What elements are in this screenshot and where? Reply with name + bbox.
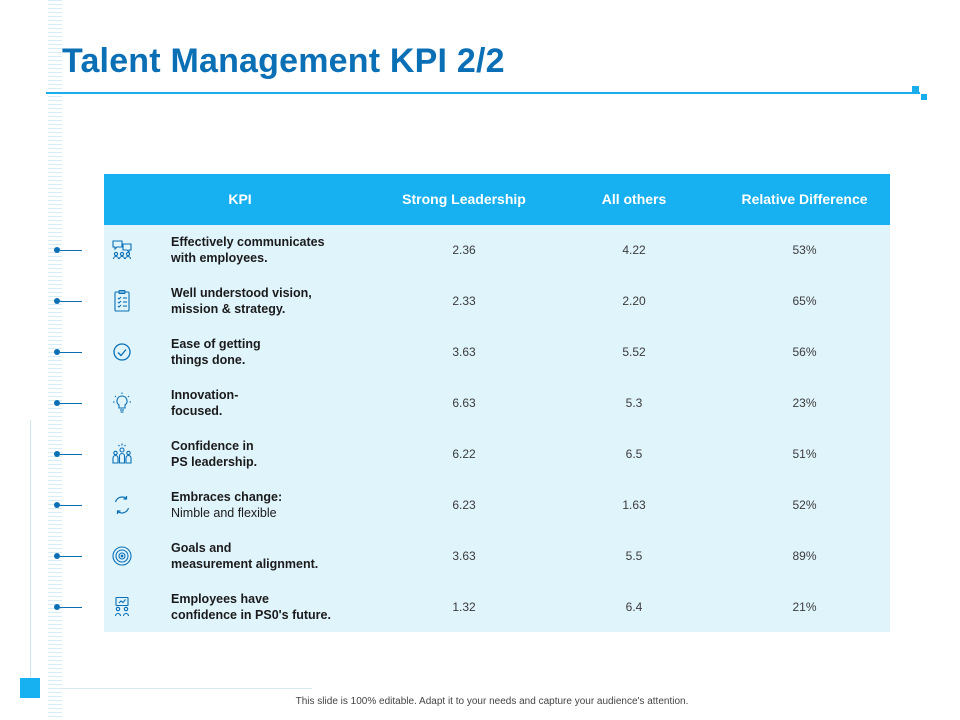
all-others-value: 2.20 <box>622 294 646 308</box>
ruler-decoration <box>48 0 62 720</box>
all-others-value: 5.5 <box>625 549 643 563</box>
table-row: Goals and measurement alignment. 3.63 5.5… <box>104 531 890 582</box>
strong-leadership-value: 3.63 <box>452 549 476 563</box>
footer-note: This slide is 100% editable. Adapt it to… <box>295 696 689 707</box>
relative-difference-value: 21% <box>792 600 817 614</box>
row-marker <box>54 552 82 560</box>
kpi-table: KPI Strong Leadership All others Relativ… <box>104 174 890 632</box>
strong-leadership-value: 2.33 <box>452 294 476 308</box>
clipboard-checklist-icon <box>114 289 130 312</box>
header-kpi: KPI <box>228 191 252 207</box>
team-leader-icon <box>112 443 132 464</box>
table-row: Effectively communicates with employees. … <box>104 225 890 276</box>
kpi-label: Goals and measurement alignment. <box>171 541 319 571</box>
all-others-value: 6.4 <box>625 600 643 614</box>
refresh-cycle-icon <box>114 496 130 514</box>
table-row: Well understood vision, mission & strateg… <box>104 276 890 327</box>
kpi-label: Effectively communicates with employees. <box>171 235 325 265</box>
header-all-others: All others <box>601 191 667 207</box>
relative-difference-value: 23% <box>792 396 817 410</box>
target-icon <box>112 546 132 566</box>
kpi-label: Confidence in PS leadership. <box>171 439 258 469</box>
row-marker <box>54 501 82 509</box>
all-others-value: 6.5 <box>625 447 643 461</box>
title-underline-dot-large <box>912 86 919 93</box>
table-row: Embraces change: Nimble and flexible 6.23… <box>104 480 890 531</box>
footer-rule <box>62 688 312 689</box>
strong-leadership-value: 6.22 <box>452 447 476 461</box>
ruler-line-decoration <box>30 420 31 680</box>
header-relative-difference: Relative Difference <box>741 191 868 207</box>
table-row: Employees have confidence in PS0's future… <box>104 582 890 633</box>
table-row: Ease of getting things done. 3.63 5.52 56… <box>104 327 890 378</box>
relative-difference-value: 53% <box>792 243 817 257</box>
row-marker <box>54 297 82 305</box>
strong-leadership-value: 6.63 <box>452 396 476 410</box>
relative-difference-value: 51% <box>792 447 817 461</box>
all-others-value: 5.3 <box>625 396 643 410</box>
table-header: KPI Strong Leadership All others Relativ… <box>104 174 890 225</box>
row-marker <box>54 603 82 611</box>
row-marker <box>54 246 82 254</box>
table-row: Innovation-focused. 6.63 5.3 23% <box>104 378 890 429</box>
row-marker <box>54 348 82 356</box>
strong-leadership-value: 1.32 <box>452 600 476 614</box>
check-circle-icon <box>113 343 131 361</box>
kpi-label: Embraces change: Nimble and flexible <box>171 490 283 520</box>
relative-difference-value: 89% <box>792 549 817 563</box>
relative-difference-value: 52% <box>792 498 817 512</box>
all-others-value: 5.52 <box>622 345 646 359</box>
strong-leadership-value: 2.36 <box>452 243 476 257</box>
row-marker <box>54 399 82 407</box>
kpi-label: Well understood vision, mission & strateg… <box>171 286 312 316</box>
title-underline-dot-small <box>921 94 927 100</box>
slide-title: Talent Management KPI 2/2 <box>62 42 505 80</box>
row-marker <box>54 450 82 458</box>
lightbulb-icon <box>113 392 131 413</box>
header-strong-leadership: Strong Leadership <box>402 191 526 207</box>
relative-difference-value: 65% <box>792 294 817 308</box>
kpi-label: Ease of getting things done. <box>171 337 261 367</box>
kpi-label: Innovation-focused. <box>171 388 239 418</box>
relative-difference-value: 56% <box>792 345 817 359</box>
table-row: Confidence in PS leadership. 6.22 6.5 51% <box>104 429 890 480</box>
presentation-team-icon <box>114 596 130 617</box>
kpi-label: Employees have confidence in PS0's future… <box>171 592 331 622</box>
chat-users-icon <box>112 240 132 260</box>
all-others-value: 1.63 <box>622 498 646 512</box>
title-underline <box>46 92 920 94</box>
all-others-value: 4.22 <box>622 243 646 257</box>
corner-square-decoration <box>20 678 40 698</box>
strong-leadership-value: 3.63 <box>452 345 476 359</box>
strong-leadership-value: 6.23 <box>452 498 476 512</box>
